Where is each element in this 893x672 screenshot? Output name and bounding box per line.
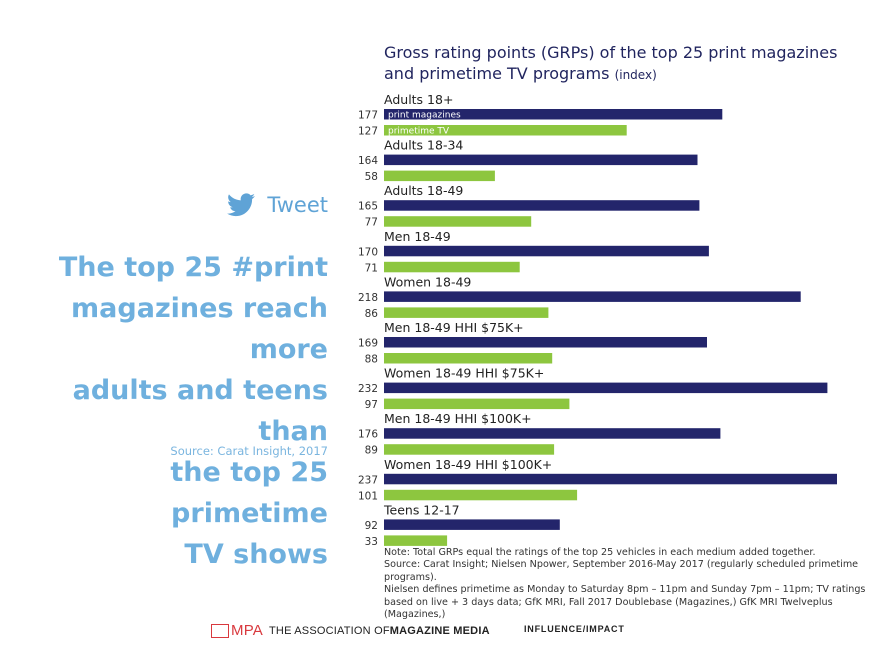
headline-source: Source: Carat Insight, 2017	[170, 444, 328, 458]
bar-print-magazines	[384, 245, 709, 257]
footer-tagline: INFLUENCE/IMPACT	[524, 624, 625, 634]
bar-primetime-tv	[384, 444, 555, 455]
note-line: Source: Carat Insight; Nielsen Npower, S…	[384, 559, 859, 583]
value-label: 218	[358, 292, 378, 304]
value-label: 97	[365, 399, 378, 411]
chart-title: Gross rating points (GRPs) of the top 25…	[384, 42, 864, 86]
category-label: Men 18-49	[384, 229, 451, 244]
note-line: Note: Total GRPs equal the ratings of th…	[384, 547, 816, 558]
value-label: 165	[358, 201, 378, 213]
headline-line: TV shows	[184, 539, 328, 570]
bar-primetime-tv	[384, 535, 448, 546]
org-name-prefix: THE ASSOCIATION OF	[269, 624, 390, 637]
category-label: Women 18-49 HHI $100K+	[384, 457, 552, 472]
mpa-logo-mark-icon	[211, 623, 229, 638]
value-label: 169	[358, 338, 378, 350]
value-label: 33	[365, 536, 378, 548]
bar-print-magazines	[384, 109, 723, 120]
twitter-bird-icon	[227, 193, 256, 217]
bar-print-magazines	[384, 154, 698, 166]
value-label: 127	[358, 126, 378, 138]
headline: The top 25 #print magazines reach more a…	[8, 247, 328, 575]
value-label: 170	[358, 246, 378, 258]
value-label: 77	[365, 217, 378, 229]
bar-print-magazines	[384, 428, 721, 439]
headline-line: the top 25 primetime	[170, 457, 328, 529]
bar-primetime-tv	[384, 216, 532, 227]
bar-print-magazines	[384, 291, 801, 302]
value-label: 176	[358, 429, 378, 441]
chart-title-line: Gross rating points (GRPs) of the top 25…	[384, 43, 838, 62]
mpa-logo-text: MPA	[231, 622, 263, 639]
category-label: Women 18-49 HHI $75K+	[384, 366, 544, 381]
bar-print-magazines	[384, 337, 707, 348]
bar-print-magazines	[384, 473, 837, 485]
bar-print-magazines	[384, 200, 700, 211]
value-label: 101	[358, 490, 378, 502]
chart-note: Note: Total GRPs equal the ratings of th…	[384, 547, 884, 621]
value-label: 237	[358, 474, 378, 486]
bar-primetime-tv	[384, 170, 495, 182]
headline-line: adults and teens than	[72, 375, 328, 447]
value-label: 86	[365, 308, 379, 320]
value-label: 232	[358, 383, 378, 395]
headline-line: magazines reach more	[71, 293, 328, 365]
category-label: Women 18-49	[384, 274, 471, 289]
bar-chart: Adults 18+ 177 print magazines 127 primetime…	[358, 92, 837, 548]
bar-primetime-tv	[384, 261, 520, 273]
legend-label: print magazines	[388, 111, 461, 121]
bar-primetime-tv	[384, 125, 627, 136]
value-label: 89	[365, 445, 378, 457]
bar-print-magazines	[384, 382, 828, 394]
chart-subtitle: (index)	[614, 68, 657, 82]
category-label: Adults 18+	[384, 92, 453, 107]
chart-title-text: and primetime TV programs	[384, 64, 610, 83]
value-label: 71	[365, 262, 378, 274]
headline-line: The top 25 #print	[58, 252, 328, 283]
chart-title-line2: and primetime TV programs (index)	[384, 63, 864, 86]
bar-primetime-tv	[384, 398, 570, 410]
legend-label: primetime TV	[388, 127, 450, 137]
value-label: 92	[365, 520, 378, 532]
value-label: 164	[358, 155, 378, 167]
category-label: Adults 18-49	[384, 183, 463, 198]
bar-print-magazines	[384, 519, 560, 530]
value-label: 88	[365, 354, 378, 366]
bar-primetime-tv	[384, 353, 553, 364]
note-line: based on live + 3 days data; GfK MRI, Fa…	[384, 596, 833, 621]
bar-primetime-tv	[384, 307, 549, 318]
category-label: Men 18-49 HHI $75K+	[384, 320, 524, 335]
tweet-label: Tweet	[267, 193, 328, 217]
category-label: Men 18-49 HHI $100K+	[384, 411, 532, 426]
value-label: 177	[358, 110, 378, 122]
bar-primetime-tv	[384, 489, 578, 501]
mpa-logo: MPA THE ASSOCIATION OF MAGAZINE MEDIA	[211, 622, 490, 639]
org-name-bold: MAGAZINE MEDIA	[389, 624, 490, 637]
category-label: Teens 12-17	[383, 502, 460, 517]
value-label: 58	[365, 171, 378, 183]
tweet-button[interactable]: Tweet	[227, 193, 328, 217]
note-line: Nielsen defines primetime as Monday to S…	[384, 584, 866, 596]
category-label: Adults 18-34	[384, 138, 463, 153]
